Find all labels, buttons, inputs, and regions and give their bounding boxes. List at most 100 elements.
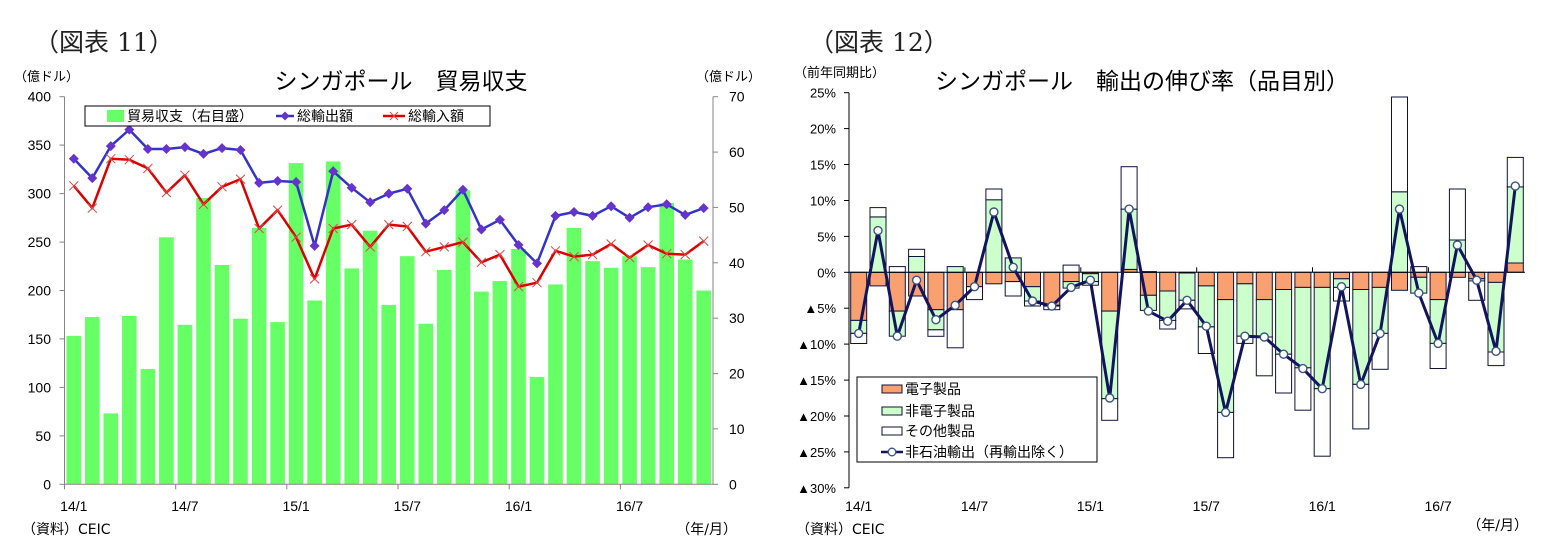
- exports-point: [494, 214, 505, 225]
- exports-point: [161, 144, 172, 154]
- left-y-tick-label: 150: [28, 331, 52, 347]
- imports-point: [143, 163, 153, 174]
- other-products-bar-segment: [1391, 96, 1408, 193]
- x-tick-label: 16/1: [1309, 498, 1336, 514]
- imports-point: [532, 277, 542, 288]
- trade-balance-bar: [307, 300, 322, 485]
- right-y-tick-label: 50: [729, 199, 745, 215]
- other-products-bar-segment: [908, 248, 926, 258]
- imports-point: [698, 236, 709, 246]
- imports-point: [606, 239, 616, 249]
- non-oil-exports-point: [1375, 328, 1385, 339]
- imports-point: [439, 242, 450, 252]
- trade-balance-bar: [251, 227, 267, 485]
- legend: 電子製品 非電子製品 その他製品 非石油輸出（再輸出除く）: [856, 376, 1098, 463]
- legend-marker-imports: [389, 111, 399, 121]
- figure-label: （図表 12）: [809, 28, 949, 57]
- electronics-bar-segment: [1487, 271, 1505, 283]
- imports-point: [624, 252, 635, 263]
- exports-point: [179, 142, 190, 153]
- electronics-bar-segment: [1313, 271, 1331, 288]
- x-tick-label: 16/1: [505, 498, 532, 514]
- right-y-tick-label: 40: [729, 255, 745, 271]
- left-y-tick-label: 400: [28, 89, 52, 105]
- exports-point: [365, 197, 376, 208]
- non-oil-exports-point: [1414, 288, 1424, 298]
- trade-balance-bar: [418, 323, 434, 485]
- electronics-bar-segment: [1101, 271, 1119, 312]
- non-oil-exports-point: [1085, 275, 1096, 285]
- exports-point: [235, 145, 246, 155]
- trade-balance-bar: [474, 291, 489, 485]
- trade-balance-bars: [66, 161, 711, 485]
- non-oil-exports-point: [1394, 204, 1405, 214]
- imports-point: [550, 245, 561, 256]
- electronics-bar-segment: [869, 271, 887, 287]
- exports-point: [291, 177, 302, 187]
- y-tick-label: 20%: [810, 122, 836, 137]
- other-products-bar-segment: [1004, 281, 1022, 297]
- other-products-bar-segment: [1448, 188, 1466, 241]
- other-products-bar-segment: [869, 207, 887, 218]
- exports-point: [698, 203, 709, 214]
- electronics-bar-segment: [1391, 271, 1408, 291]
- other-products-bar-segment: [1313, 388, 1331, 457]
- non-oil-exports-point: [854, 328, 864, 339]
- non-oil-exports-point: [1336, 282, 1347, 292]
- non-oil-exports-point: [1240, 331, 1250, 341]
- trade-balance-bar: [622, 256, 637, 485]
- non-oil-exports-point: [950, 300, 960, 310]
- trade-balance-bar: [677, 259, 693, 485]
- trade-balance-bar: [640, 267, 656, 485]
- non-oil-exports-point: [1008, 262, 1018, 272]
- x-tick-label: 15/1: [282, 498, 309, 514]
- chart-title: シンガポール 輸出の伸び率（品目別）: [935, 69, 1349, 95]
- exports-point: [624, 212, 635, 223]
- trade-balance-bar: [140, 369, 156, 485]
- exports-point: [513, 240, 524, 250]
- trade-balance-bar: [214, 265, 230, 485]
- non-oil-exports-point: [1259, 332, 1270, 342]
- other-products-bar-segment: [1120, 166, 1138, 210]
- non-oil-exports-point: [911, 275, 922, 285]
- non-oil-exports-point: [1317, 384, 1327, 394]
- electronics-bar-segment: [1294, 271, 1312, 288]
- imports-point: [495, 249, 505, 260]
- exports-point: [254, 177, 265, 188]
- imports-point: [569, 251, 579, 262]
- non-oil-exports-point: [1162, 316, 1173, 326]
- trade-balance-bar: [344, 268, 359, 485]
- exports-point: [402, 183, 413, 194]
- imports-point: [476, 257, 487, 268]
- plot-area: 0 50 100 150 200 250 300 350 400 0 10 20 30 40 50 60 70 1…: [28, 89, 745, 514]
- right-y-tick-label: 0: [729, 476, 737, 492]
- legend-swatch-electronics: [881, 384, 903, 394]
- imports-point: [87, 203, 98, 213]
- x-tick-label: 16/7: [1424, 498, 1451, 514]
- imports-point: [365, 242, 376, 252]
- right-y-tick-label: 60: [729, 144, 745, 160]
- axes: [844, 92, 1525, 489]
- legend-label-imports: 総輸入額: [408, 109, 464, 125]
- other-products-bar-segment: [927, 329, 945, 337]
- y-tick-label: ▲30%: [797, 481, 836, 496]
- imports-point: [105, 153, 116, 164]
- non-oil-exports-point: [989, 207, 999, 217]
- x-tick-label: 15/7: [1193, 498, 1220, 514]
- exports-point: [198, 148, 209, 159]
- non-oil-exports-point: [1491, 346, 1501, 356]
- exports-point: [124, 124, 135, 135]
- trade-balance-bar: [66, 335, 82, 485]
- non-oil-exports-point: [1104, 393, 1115, 403]
- non-electronics-bar-segment: [1236, 283, 1254, 337]
- trade-balance-bar: [177, 324, 193, 485]
- exports-point: [661, 199, 672, 210]
- exports-point: [420, 218, 431, 229]
- trade-balance-bar: [103, 413, 119, 485]
- exports-point: [439, 205, 450, 216]
- trade-balance-bar: [122, 316, 137, 485]
- trade-balance-bar: [585, 261, 600, 485]
- electronics-bar-segment: [1275, 271, 1293, 290]
- right-y-tick-label: 30: [729, 310, 745, 326]
- y-tick-label: ▲25%: [797, 445, 836, 460]
